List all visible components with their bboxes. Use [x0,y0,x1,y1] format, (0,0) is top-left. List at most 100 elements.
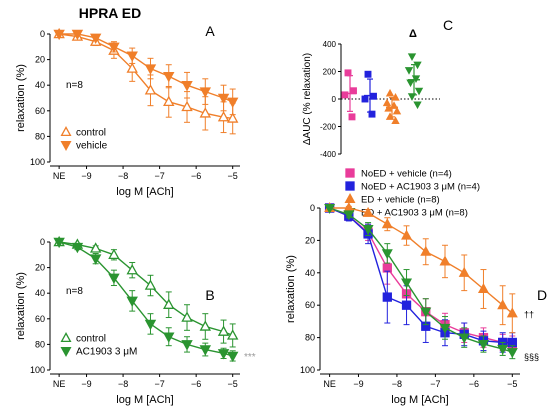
legend-label: NoED + vehicle (n=4) [361,169,452,180]
data-point [163,332,175,343]
data-point [389,101,399,109]
y-tick-label: 60 [35,314,45,324]
data-point [163,95,175,107]
data-point [89,254,102,265]
x-tick-label: −9 [353,379,363,389]
chart-C: -400 -200 0 200 400 ΔAUC (% relaxation) C Δ NoED… [302,17,480,219]
data-point [362,206,374,217]
y-tick-label: 40 [35,288,45,298]
data-point [226,97,239,109]
x-tick-label: −5 [228,379,238,389]
x-tick-label: NE [323,379,336,389]
data-point [348,113,356,121]
x-tick-label: −6 [469,379,479,389]
legend-label: vehicle [76,141,108,152]
y-tick-label: 80 [305,333,315,343]
data-point [181,311,193,322]
data-point [126,296,138,308]
significance-delta: Δ [409,28,417,40]
panel-label: C [443,17,453,33]
data-point [226,112,239,123]
x-axis-label: log M [ACh] [116,186,173,198]
panel-label: D [537,287,547,303]
data-point [382,292,392,302]
y-tick-label: 40 [35,80,45,90]
x-tick-label: −6 [191,379,201,389]
data-point [144,279,157,290]
series-line [59,33,233,120]
x-tick-label: −7 [154,171,164,181]
data-point [385,112,395,120]
data-point [497,344,509,355]
x-tick-label: −8 [118,379,128,389]
data-point [477,283,489,294]
data-point [381,249,393,260]
x-tick-label: −7 [430,379,440,389]
data-point [126,62,138,73]
y-tick-label: 60 [35,106,45,116]
x-axis-label: log M [ACh] [116,394,173,406]
data-point [217,325,230,336]
x-tick-label: −9 [81,379,91,389]
data-point [384,104,393,112]
data-point [361,95,369,103]
significance-daggers: †† [524,309,534,319]
x-tick-label: NE [53,379,66,389]
panel-label: A [205,23,215,39]
y-tick-label: 200 [323,68,337,77]
chart-D: 0 20 40 60 80 100 NE −9 −8 −7 −6 −5 log M [ACh] relax… [285,202,547,406]
data-point [89,242,102,253]
y-tick-label: 0 [332,95,337,104]
data-point [71,242,84,254]
data-point [362,225,374,236]
y-tick-label: 60 [305,300,315,310]
data-point [53,237,65,249]
y-tick-label: 80 [35,339,45,349]
chart-A: 0 20 40 60 80 100 NE −9 −8 −7 −6 −5 log M [ACh] relax… [15,23,240,198]
data-point [108,273,120,285]
data-point [199,87,212,98]
data-point [497,299,509,310]
data-point [89,33,102,45]
y-axis-label: relaxation (%) [15,272,27,340]
data-point [439,323,451,334]
data-point [401,229,413,240]
data-point [391,93,400,101]
data-point [401,300,412,310]
data-point [382,98,392,107]
y-tick-label: 0 [310,203,315,213]
data-point [71,29,84,41]
legend-marker [344,193,356,204]
legend-marker [60,140,72,151]
legend-label: control [76,334,106,345]
data-point [343,210,355,221]
data-point [385,88,395,97]
data-point [506,348,518,359]
legend-marker [345,181,355,191]
data-point [181,100,193,112]
legend-marker [60,332,72,343]
data-point [404,67,414,75]
x-tick-label: −9 [81,171,91,181]
data-point [226,351,239,363]
y-tick-label: 20 [35,55,45,65]
data-point [364,70,372,78]
series-line [329,207,513,353]
y-tick-label: 100 [300,365,315,375]
data-point [413,61,422,70]
significance-sections: §§§ [524,352,539,362]
panel-label: B [205,287,214,303]
x-tick-label: −5 [507,379,517,389]
y-tick-label: 20 [35,263,45,273]
y-tick-label: 100 [30,365,45,375]
data-point [144,319,157,331]
data-point [108,42,120,53]
data-point [53,29,65,41]
data-point [341,91,349,99]
data-point [217,349,230,360]
data-point [477,340,489,351]
data-point [439,255,451,266]
data-point [217,93,230,105]
data-point [344,69,352,77]
data-point [217,111,230,122]
